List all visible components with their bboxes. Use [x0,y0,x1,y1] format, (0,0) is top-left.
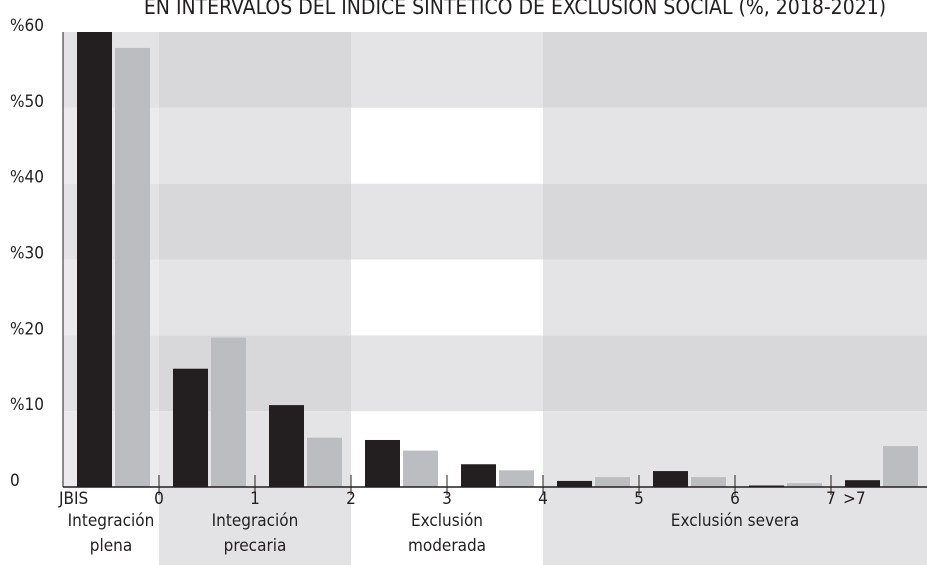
grid-band [351,107,543,184]
zone-label: moderada [408,536,486,556]
grid-band [159,107,351,184]
grid-band [351,32,543,108]
bar [691,477,726,487]
bar [557,480,592,487]
bar [77,32,112,487]
x-tick-label: 5 [634,489,644,509]
bar [115,47,150,488]
x-tick-label: 1 [250,489,260,509]
grid-band [543,411,927,487]
zone-label-bg [351,487,543,565]
y-tick-label: %30 [10,244,44,264]
zone-label: Integración [68,511,155,531]
bar [403,450,438,487]
bar [307,437,342,487]
y-tick-label: %50 [10,92,44,112]
bar [749,485,784,487]
bar [499,470,534,487]
x-tick-label: 2 [346,489,356,509]
bar [461,464,496,487]
zone-label: Exclusión [411,511,483,531]
grid-band [351,259,543,336]
bar [173,368,208,487]
grid-band [543,32,927,108]
y-tick-label: %40 [10,168,44,188]
zone-label: precaria [224,536,287,556]
grid-band [543,259,927,336]
bar [269,405,304,487]
grid-band [351,335,543,412]
grid-band [543,183,927,260]
grid-band [351,183,543,260]
grid-band [159,183,351,260]
grid-band [543,107,927,184]
grid-band [159,259,351,336]
x-tick-label: 4 [538,489,548,509]
grid-band [543,335,927,412]
zone-label: plena [90,536,132,556]
x-tick-label: JBIS [58,489,88,509]
zone-label-bg [543,487,927,565]
y-tick-label: 0 [10,471,20,491]
zone-label: Exclusión severa [671,511,799,531]
y-tick-label: %10 [10,395,44,415]
x-tick-label: 3 [442,489,452,509]
bar [787,483,822,487]
x-tick-label: >7 [843,489,866,509]
bar [653,471,688,487]
bar [845,480,880,487]
y-tick-label: %20 [10,319,44,339]
x-tick-label: 0 [154,489,164,509]
y-tick-label: %60 [10,16,44,36]
bar [211,337,246,487]
chart-title: EN INTERVALOS DEL ÍNDICE SINTÉTICO DE EX… [144,0,886,19]
bar [595,477,630,487]
zone-label-bg [159,487,351,565]
zone-label: Integración [212,511,299,531]
bar [883,446,918,487]
zone-label-bg [63,487,159,565]
x-tick-label: 6 [730,489,740,509]
grid-band [159,32,351,108]
bar [365,439,400,487]
x-tick-label: 7 [826,489,836,509]
